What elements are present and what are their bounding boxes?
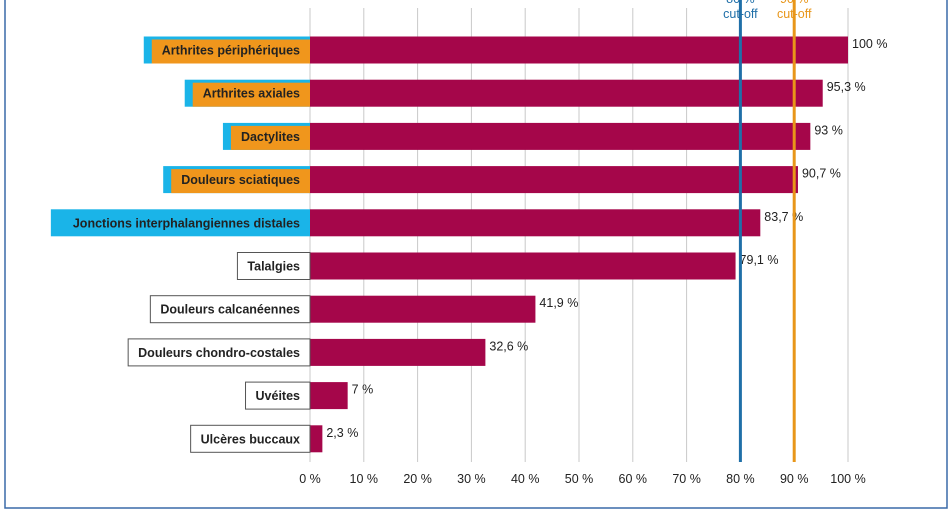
category-box-3 [171,169,310,194]
x-tick-label-0: 0 % [299,472,321,486]
cutoff-label-bottom-90: cut-off [777,7,812,21]
category-box-0 [151,39,310,64]
value-label-4: 83,7 % [764,210,803,224]
category-box-6 [149,295,311,324]
category-label-4: Jonctions interphalangiennes distales [73,216,300,230]
x-tick-label-80: 80 % [726,472,755,486]
bar-5 [310,252,736,280]
cutoff-label-bottom-80: cut-off [723,7,758,21]
x-tick-label-90: 90 % [780,472,809,486]
category-label-9: Ulcères buccaux [201,432,300,446]
x-tick-label-60: 60 % [619,472,648,486]
bar-8 [310,382,348,410]
category-label-0: Arthrites périphériques [162,44,300,58]
value-label-8: 7 % [352,383,374,397]
category-label-3: Douleurs sciatiques [181,173,300,187]
bar-2 [310,122,811,150]
category-box-8 [245,381,311,410]
value-label-7: 32,6 % [489,339,528,353]
value-label-1: 95,3 % [827,80,866,94]
category-box-4 [50,209,310,237]
bar-6 [310,295,536,323]
x-tick-label-70: 70 % [672,472,701,486]
category-box-2 [230,125,310,150]
x-tick-label-10: 10 % [350,472,379,486]
bar-1 [310,79,823,107]
cutoff-label-top-90: 90 % [780,0,809,6]
category-label-7: Douleurs chondro-costales [138,346,300,360]
value-label-3: 90,7 % [802,167,841,181]
x-tick-label-40: 40 % [511,472,540,486]
category-label-8: Uvéites [256,389,301,403]
chart-frame [4,0,948,509]
x-tick-label-20: 20 % [403,472,432,486]
category-label-6: Douleurs calcanéennes [160,303,300,317]
bar-9 [310,425,323,453]
value-label-0: 100 % [852,37,887,51]
value-label-2: 93 % [814,123,843,137]
bar-3 [310,166,798,194]
category-box-9 [190,424,311,453]
value-label-9: 2,3 % [326,426,358,440]
category-box-5 [236,252,311,280]
bar-4 [310,209,761,237]
category-box-1 [192,82,310,107]
bar-7 [310,338,486,366]
value-label-5: 79,1 % [740,253,779,267]
category-label-5: Talalgies [247,260,300,274]
cutoff-label-top-80: 80 % [726,0,755,6]
value-label-6: 41,9 % [539,296,578,310]
x-tick-label-30: 30 % [457,472,486,486]
x-tick-label-100: 100 % [830,472,865,486]
bar-0 [310,36,848,64]
x-tick-label-50: 50 % [565,472,594,486]
category-label-2: Dactylites [241,130,300,144]
category-box-7 [127,338,311,367]
category-label-1: Arthrites axiales [203,87,300,101]
